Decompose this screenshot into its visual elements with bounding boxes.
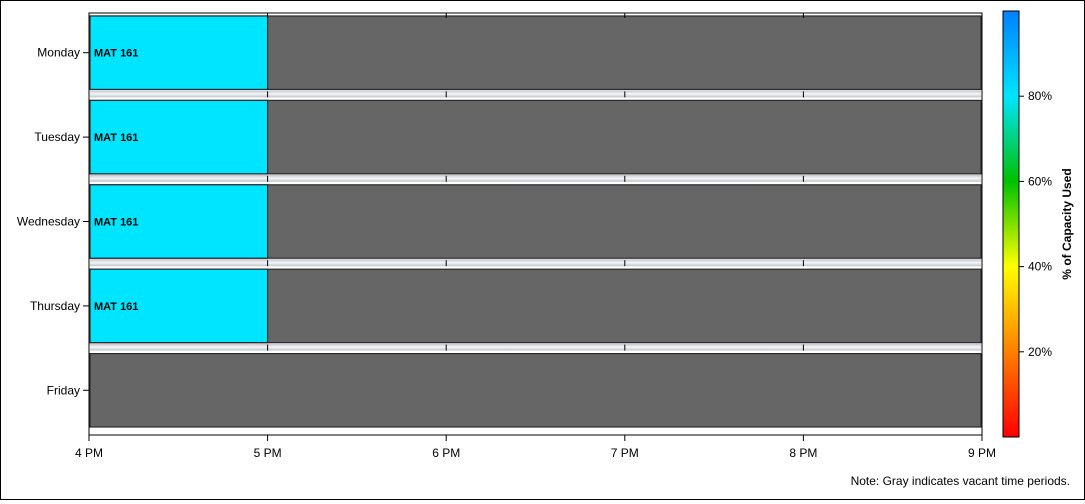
booking-label: MAT 161	[94, 132, 138, 144]
booking-label: MAT 161	[94, 48, 138, 60]
colorbar-title: % of Capacity Used	[1060, 168, 1074, 279]
y-tick-label: Monday	[37, 46, 80, 60]
row-separator	[90, 259, 981, 267]
colorbar-tick-label: 40%	[1028, 260, 1052, 274]
x-tick-label: 5 PM	[254, 446, 282, 460]
colorbar	[1002, 10, 1020, 438]
booking-label: MAT 161	[94, 301, 138, 313]
vacant-bar	[89, 353, 982, 428]
booking-bar	[89, 99, 269, 175]
row-separator	[90, 343, 981, 351]
x-tick-label: 9 PM	[968, 446, 996, 460]
x-tick-label: 8 PM	[789, 446, 817, 460]
row-separator	[90, 90, 981, 98]
y-tick-label: Friday	[47, 383, 80, 397]
y-tick-label: Thursday	[30, 299, 80, 313]
x-tick-label: 6 PM	[432, 446, 460, 460]
booking-label: MAT 161	[94, 217, 138, 229]
colorbar-tick-label: 80%	[1028, 89, 1052, 103]
booking-bar	[89, 268, 269, 344]
booking-bar	[89, 15, 269, 91]
x-tick-label: 7 PM	[611, 446, 639, 460]
booking-bar	[89, 184, 269, 259]
y-tick-label: Tuesday	[34, 130, 80, 144]
chart-note: Note: Gray indicates vacant time periods…	[850, 474, 1070, 488]
colorbar-tick-label: 20%	[1028, 345, 1052, 359]
x-tick-label: 4 PM	[75, 446, 103, 460]
colorbar-tick-label: 60%	[1028, 174, 1052, 188]
y-tick-label: Wednesday	[17, 215, 80, 229]
row-separator	[90, 174, 981, 182]
